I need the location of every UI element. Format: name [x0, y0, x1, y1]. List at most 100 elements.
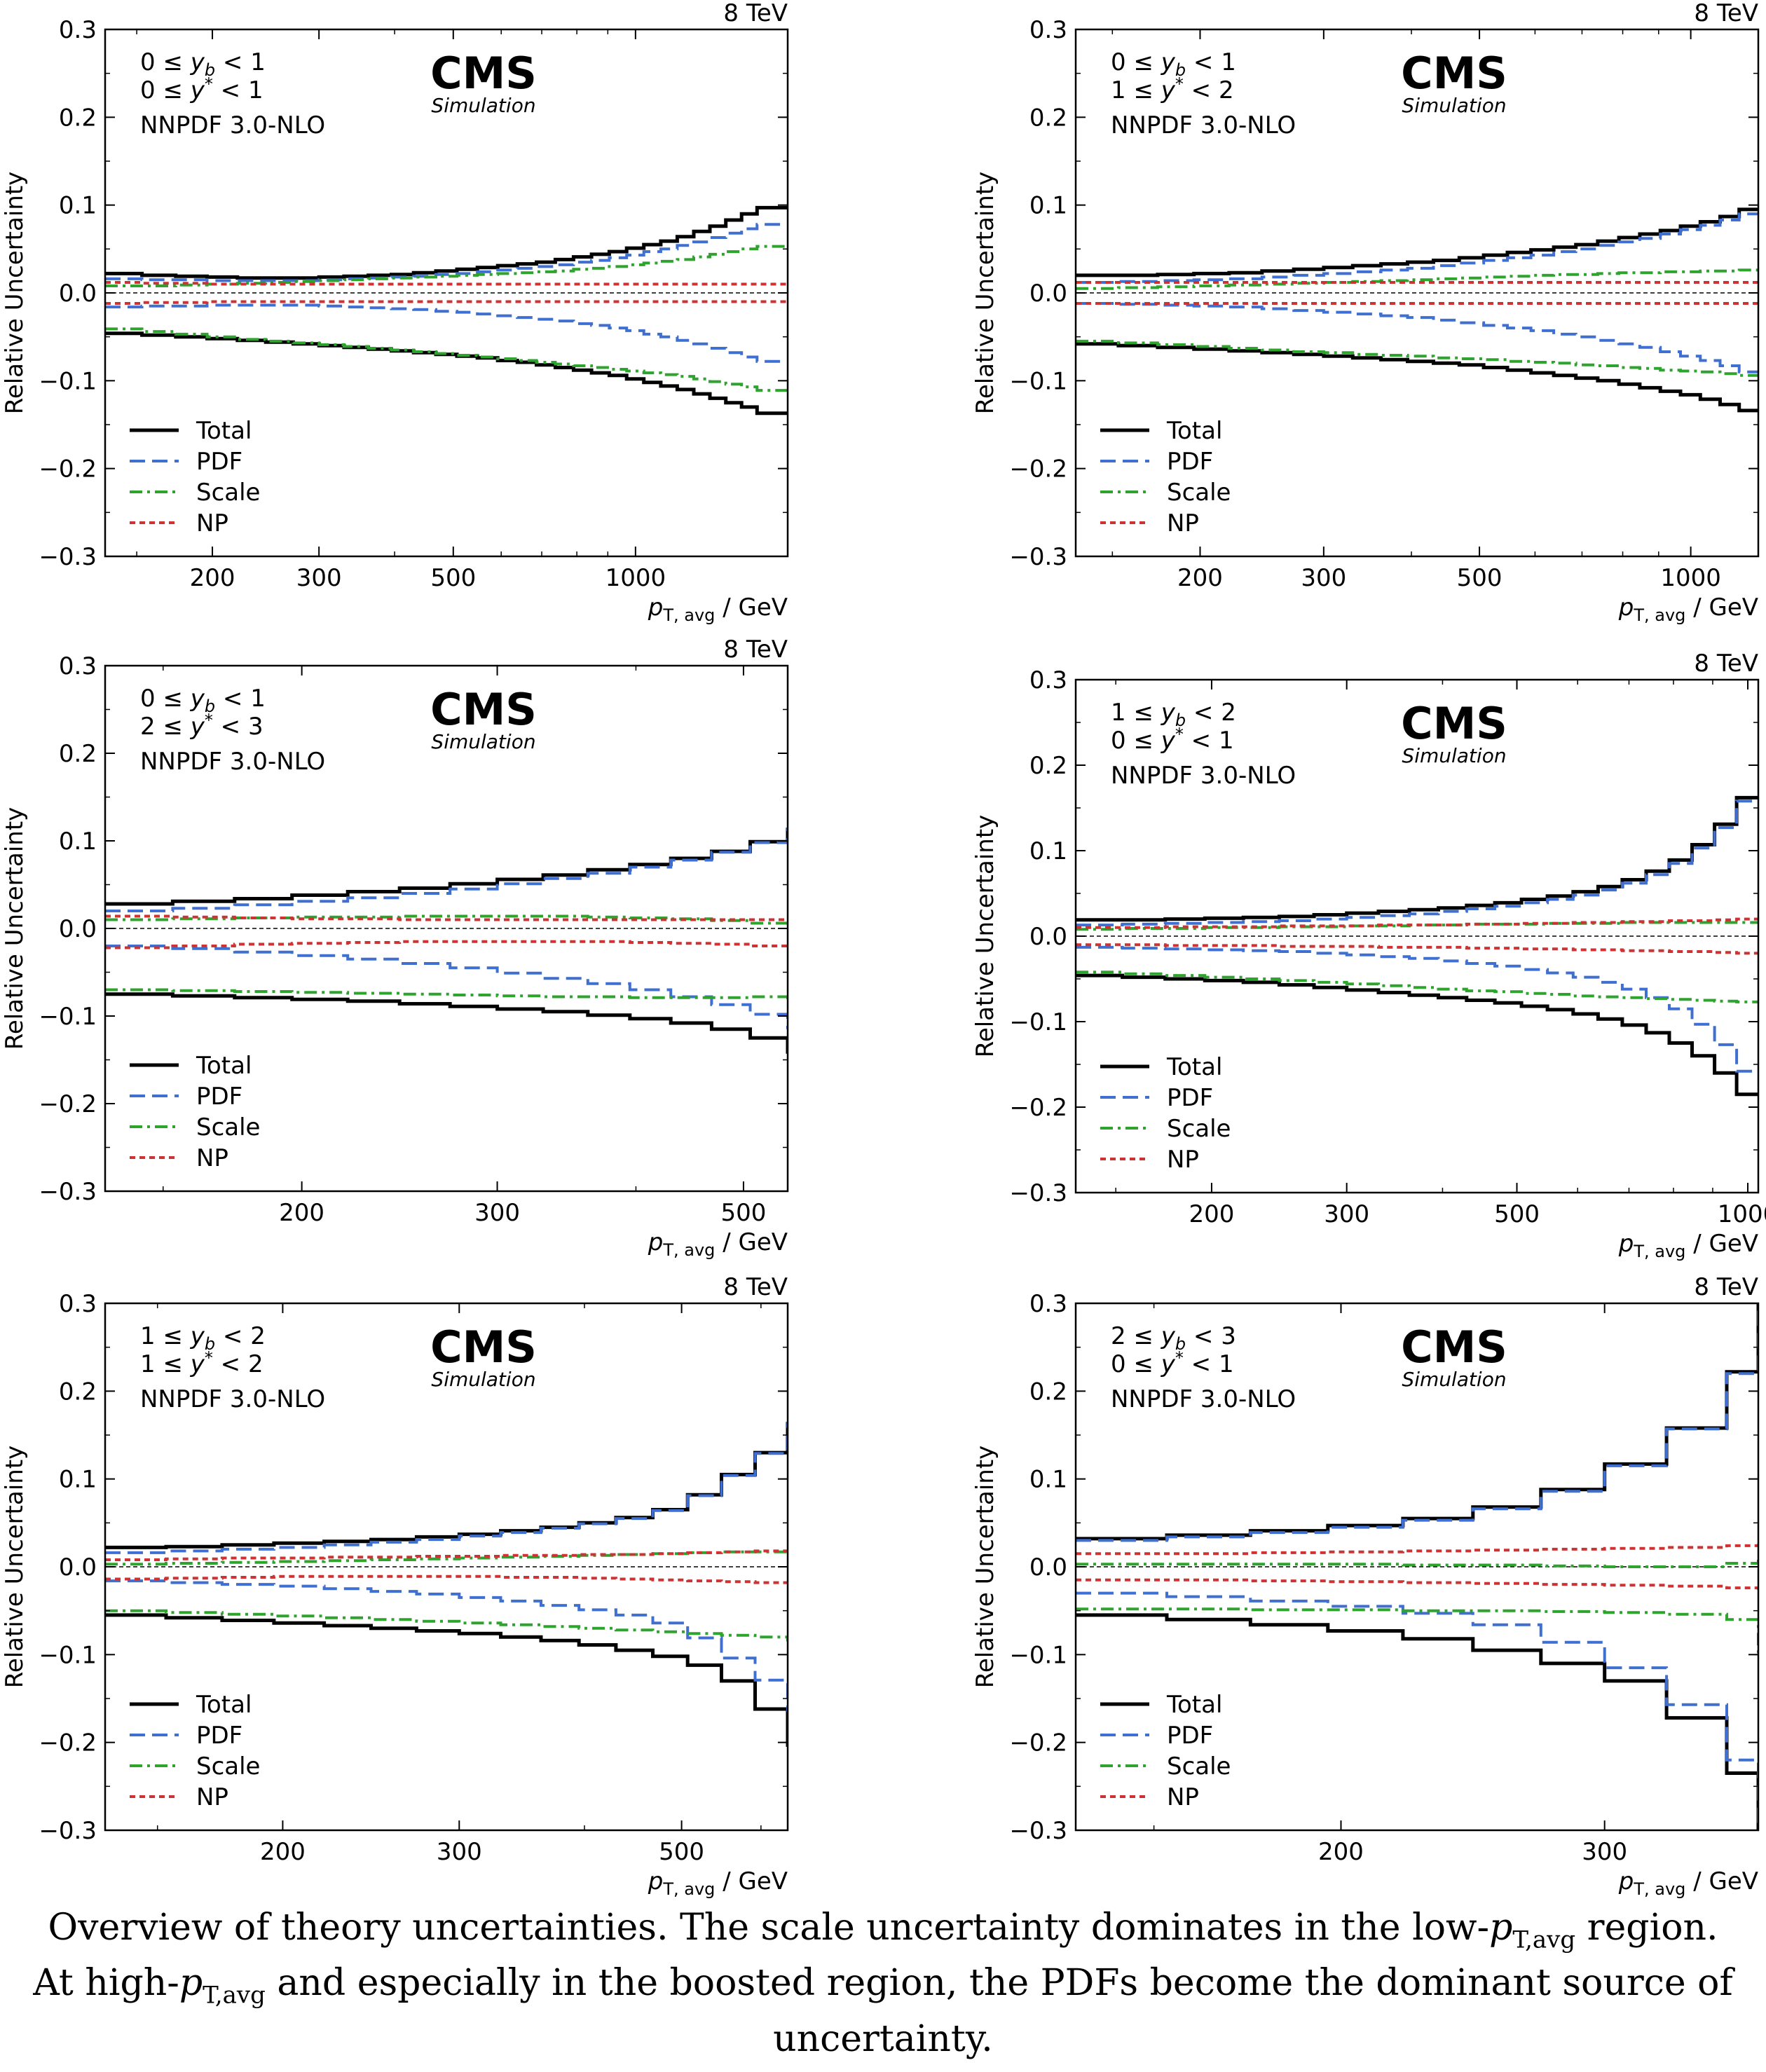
y-tick-label: 0.1: [1029, 192, 1067, 220]
y-tick-label: 0.3: [1029, 16, 1067, 44]
y-tick-label: −0.2: [1009, 1094, 1067, 1122]
caption-part-3: and especially in the boosted region, th…: [265, 1962, 1733, 2060]
y-tick-label: 0.0: [1029, 923, 1067, 951]
y-axis-label: Relative Uncertainty: [1, 1446, 29, 1689]
cms-logo-text: CMS: [430, 48, 537, 99]
x-tick-label: 200: [1318, 1838, 1364, 1866]
legend-label-total: Total: [196, 1691, 252, 1719]
series-scale-up-line: [105, 1550, 788, 1566]
x-axis-label: pT, avg / GeV: [648, 1867, 788, 1899]
series-pdf-down-line: [1076, 1591, 1758, 1830]
y-axis-label: Relative Uncertainty: [971, 172, 999, 415]
y-tick-label: 0.3: [1029, 666, 1067, 694]
simulation-label: Simulation: [1402, 94, 1506, 117]
series-total-up-line: [105, 1422, 788, 1549]
y-tick-label: 0.0: [59, 280, 97, 308]
y-tick-label: −0.1: [39, 1641, 97, 1669]
caption-subscript-2: T,avg: [203, 1981, 266, 2010]
legend-label-total: Total: [1166, 417, 1222, 445]
legend-label-total: Total: [196, 417, 252, 445]
y-tick-label: 0.0: [59, 915, 97, 943]
x-axis-label: pT, avg / GeV: [1618, 1867, 1758, 1899]
x-axis-label: pT, avg / GeV: [648, 1228, 788, 1260]
x-tick-label: 500: [1457, 564, 1503, 592]
legend-label-pdf: PDF: [196, 1722, 242, 1750]
y-tick-label: 0.3: [59, 652, 97, 680]
energy-label: 8 TeV: [1694, 1273, 1758, 1301]
legend-label-np: NP: [196, 1783, 228, 1811]
legend-label-scale: Scale: [1167, 479, 1231, 507]
legend-label-total: Total: [196, 1052, 252, 1080]
y-tick-label: −0.1: [1009, 367, 1067, 395]
y-tick-label: −0.3: [39, 1817, 97, 1845]
y-tick-label: 0.2: [1029, 104, 1067, 132]
x-tick-label: 300: [1301, 564, 1346, 592]
legend-label-np: NP: [1167, 1783, 1199, 1811]
cms-logo-text: CMS: [430, 684, 537, 735]
series-pdf-down-line: [105, 945, 788, 1029]
y-axis-label: Relative Uncertainty: [971, 1446, 999, 1689]
rapidity-ystar-label: 0 ≤ y* < 1: [1111, 1348, 1234, 1378]
series-np-up-line: [105, 914, 788, 921]
series-scale-down-line: [1076, 1607, 1758, 1655]
series-pdf-up-line: [105, 1422, 788, 1554]
legend-label-scale: Scale: [196, 479, 260, 507]
y-tick-label: 0.2: [1029, 1378, 1067, 1406]
x-tick-label: 1000: [1660, 564, 1721, 592]
y-tick-label: −0.3: [1009, 543, 1067, 571]
rapidity-ystar-label: 0 ≤ y* < 1: [1111, 725, 1234, 755]
x-tick-label: 300: [474, 1199, 520, 1227]
y-tick-label: −0.3: [1009, 1179, 1067, 1207]
legend-label-scale: Scale: [196, 1752, 260, 1781]
energy-label: 8 TeV: [723, 636, 788, 664]
y-tick-label: 0.2: [59, 740, 97, 768]
y-tick-label: −0.2: [39, 455, 97, 483]
series-np-up-line: [1076, 917, 1758, 929]
series-total-down-line: [105, 992, 788, 1054]
series-np-down-line: [105, 1574, 788, 1585]
y-tick-label: 0.2: [1029, 752, 1067, 780]
rapidity-yb-label: 0 ≤ yb < 1: [1111, 48, 1236, 80]
x-tick-label: 200: [279, 1199, 324, 1227]
y-tick-label: 0.2: [59, 104, 97, 132]
pdf-set-label: NNPDF 3.0-NLO: [140, 748, 325, 776]
energy-label: 8 TeV: [723, 1273, 788, 1301]
y-axis-label: Relative Uncertainty: [1, 172, 29, 415]
series-pdf-down-line: [1076, 302, 1758, 373]
y-tick-label: 0.3: [59, 16, 97, 44]
x-tick-label: 200: [190, 564, 235, 592]
series-total-up-line: [1076, 795, 1758, 922]
y-axis-label: Relative Uncertainty: [971, 815, 999, 1058]
series-total-down-line: [1076, 1613, 1758, 1830]
x-tick-label: 500: [430, 564, 476, 592]
y-tick-label: 0.0: [1029, 280, 1067, 308]
x-tick-label: 300: [296, 564, 342, 592]
y-tick-label: 0.0: [1029, 1553, 1067, 1582]
rapidity-yb-label: 0 ≤ yb < 1: [140, 685, 266, 716]
legend-label-scale: Scale: [1167, 1752, 1231, 1781]
simulation-label: Simulation: [1402, 744, 1506, 767]
x-tick-label: 500: [1494, 1200, 1540, 1228]
simulation-label: Simulation: [431, 730, 535, 753]
series-total-up-line: [105, 205, 788, 280]
figure-caption: Overview of theory uncertainties. The sc…: [28, 1906, 1738, 2061]
simulation-label: Simulation: [431, 94, 535, 117]
caption-symbol-1: p: [1489, 1907, 1513, 1949]
caption-part-2: region. At high-: [33, 1907, 1718, 2005]
cms-logo-text: CMS: [1401, 698, 1507, 749]
y-tick-label: 0.1: [59, 192, 97, 220]
cms-logo-text: CMS: [1401, 1322, 1507, 1373]
y-tick-label: −0.1: [39, 1003, 97, 1031]
rapidity-yb-label: 0 ≤ yb < 1: [140, 48, 266, 80]
legend-label-pdf: PDF: [1167, 1084, 1213, 1112]
x-tick-label: 200: [1177, 564, 1223, 592]
y-tick-label: −0.2: [39, 1729, 97, 1757]
series-pdf-up-line: [1076, 800, 1758, 927]
y-tick-label: −0.3: [39, 1178, 97, 1206]
cms-logo-text: CMS: [430, 1322, 537, 1373]
simulation-label: Simulation: [1402, 1368, 1506, 1391]
rapidity-ystar-label: 1 ≤ y* < 2: [140, 1348, 263, 1378]
series-total-down-line: [105, 1613, 788, 1747]
